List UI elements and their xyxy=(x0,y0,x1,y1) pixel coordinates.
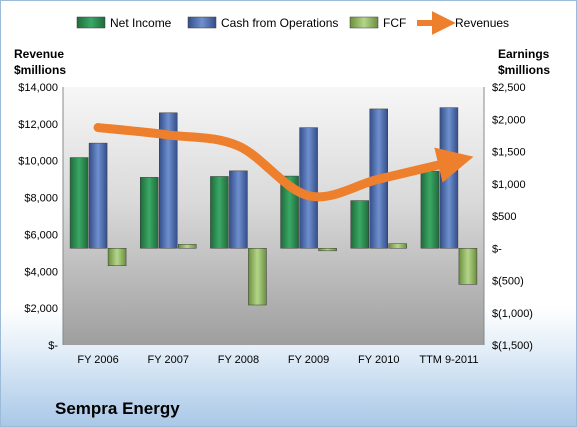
right-axis-title: Earnings $millions xyxy=(498,46,550,78)
right-tick-label: $(1,500) xyxy=(492,340,533,352)
ticks-group: $- $2,000 $4,000 $6,000 $8,000 $10,000 $12,000… xyxy=(18,82,533,366)
legend: Net Income Cash from Operations FCF Revenue… xyxy=(76,11,509,35)
fcf-bar xyxy=(107,248,127,266)
chart-title: Sempra Energy xyxy=(55,399,180,418)
net-income-bar xyxy=(140,177,159,249)
right-tick-label: $(1,000) xyxy=(492,308,533,320)
left-tick-label: $14,000 xyxy=(18,82,58,94)
right-tick-label: $1,000 xyxy=(492,179,526,191)
right-tick-label: $(500) xyxy=(492,276,524,288)
right-tick-label: $2,000 xyxy=(492,114,526,126)
right-axis-title-line1: Earnings xyxy=(498,47,550,61)
legend-label: Revenues xyxy=(455,16,509,30)
left-tick-label: $10,000 xyxy=(18,156,58,168)
fcf-bar xyxy=(388,243,407,249)
left-tick-label: $2,000 xyxy=(24,303,58,315)
category-label: FY 2008 xyxy=(218,354,259,366)
cash-from-operations-bar xyxy=(88,142,108,249)
legend-swatch xyxy=(349,16,379,29)
net-income-bar xyxy=(69,157,89,249)
right-tick-label: $1,500 xyxy=(492,147,526,159)
category-label: FY 2010 xyxy=(358,354,399,366)
cash-from-operations-bar xyxy=(229,170,248,249)
fcf-bar xyxy=(318,248,337,252)
net-income-bar xyxy=(420,170,440,249)
cash-from-operations-bar xyxy=(439,107,459,249)
left-axis-title-line2: $millions xyxy=(14,63,67,77)
right-axis-title-line2: $millions xyxy=(498,63,551,77)
left-tick-label: $12,000 xyxy=(18,119,58,131)
fcf-bar xyxy=(248,248,267,306)
right-tick-label: $- xyxy=(492,243,502,255)
legend-label: Cash from Operations xyxy=(221,16,338,30)
revenue-line-group xyxy=(93,123,474,202)
category-label: FY 2006 xyxy=(77,354,118,366)
net-income-bar xyxy=(210,176,229,249)
bars-group xyxy=(69,107,478,306)
left-tick-label: $- xyxy=(48,340,58,352)
left-axis-title-line1: Revenue xyxy=(14,47,65,61)
cash-from-operations-bar xyxy=(159,112,178,249)
category-label: FY 2007 xyxy=(148,354,189,366)
revenues-line xyxy=(93,123,474,202)
legend-swatch xyxy=(76,16,106,29)
fcf-bar xyxy=(178,244,197,249)
category-label: TTM 9-2011 xyxy=(419,354,478,366)
legend-label: Net Income xyxy=(110,16,172,30)
left-axis-title: Revenue $millions xyxy=(14,46,66,78)
cash-from-operations-bar xyxy=(299,127,318,249)
right-tick-label: $2,500 xyxy=(492,82,526,94)
legend-label: FCF xyxy=(383,16,406,30)
fcf-bar xyxy=(458,248,478,285)
legend-swatch xyxy=(187,16,217,29)
right-tick-label: $500 xyxy=(492,211,516,223)
left-tick-label: $6,000 xyxy=(24,229,58,241)
left-tick-label: $4,000 xyxy=(24,266,58,278)
category-label: FY 2009 xyxy=(288,354,329,366)
left-tick-label: $8,000 xyxy=(24,193,58,205)
net-income-bar xyxy=(350,200,369,249)
